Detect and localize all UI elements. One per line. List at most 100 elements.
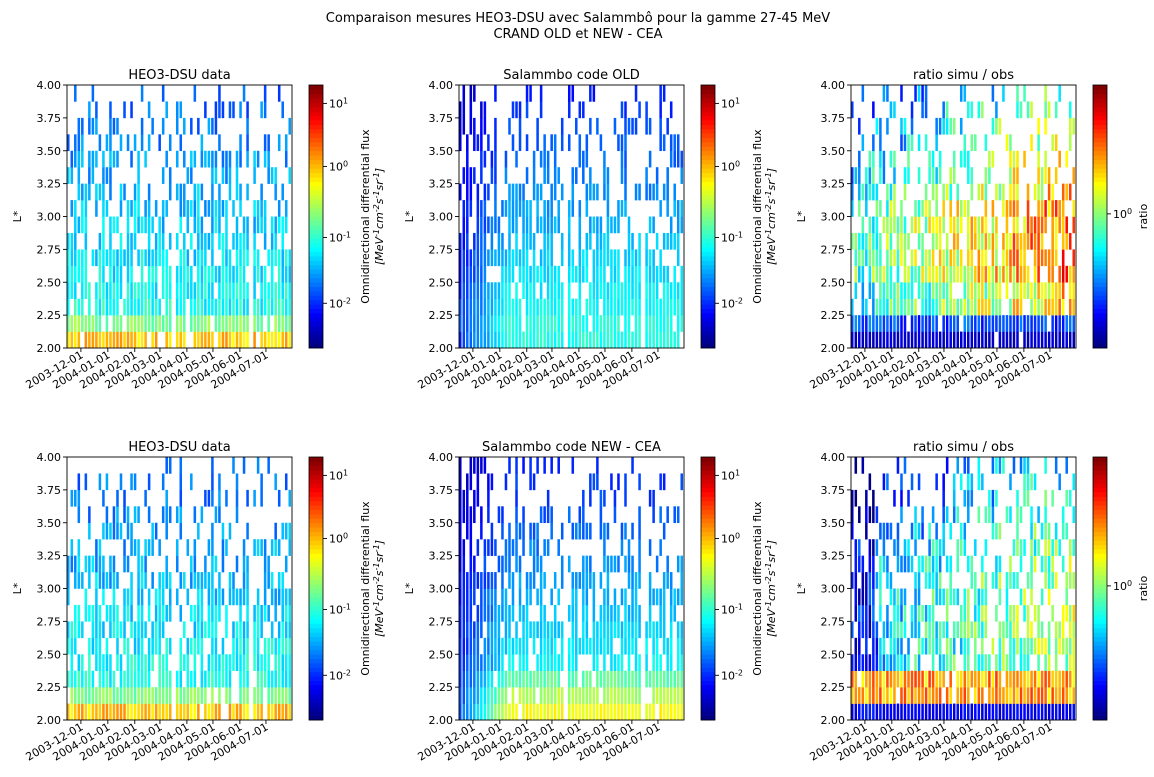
heatmap-cell: [200, 637, 204, 655]
heatmap-cell: [645, 331, 648, 349]
heatmap-cell: [872, 183, 875, 201]
heatmap-cell: [589, 572, 592, 589]
heatmap-cell: [260, 183, 263, 201]
heatmap-cell: [207, 654, 211, 671]
colorbar-segment: [1093, 698, 1107, 703]
heatmap-cell: [865, 200, 868, 217]
heatmap-cell: [147, 473, 151, 491]
heatmap-cell: [1030, 282, 1033, 299]
colorbar-segment: [309, 159, 323, 165]
heatmap-cell: [522, 522, 525, 540]
colorbar-segment: [701, 636, 715, 642]
heatmap-cell: [550, 298, 553, 316]
colorbar-segment: [1093, 592, 1107, 598]
heatmap-cell: [984, 232, 988, 250]
heatmap-cell: [218, 703, 221, 721]
heatmap-cell: [270, 249, 274, 267]
heatmap-cell: [560, 687, 564, 704]
heatmap-cell: [539, 101, 543, 119]
heatmap-cell: [942, 588, 945, 606]
heatmap-cell: [74, 232, 77, 250]
heatmap-cell: [522, 200, 525, 217]
heatmap-cell: [263, 298, 267, 316]
heatmap-cell: [627, 670, 631, 688]
heatmap-cell: [476, 249, 480, 267]
heatmap-cell: [624, 703, 627, 721]
colorbar-segment: [1093, 98, 1107, 103]
heatmap-cell: [875, 506, 879, 524]
heatmap-cell: [532, 183, 536, 201]
colorbar-segment: [309, 632, 323, 638]
heatmap-cell: [669, 670, 673, 688]
heatmap-cell: [211, 654, 214, 671]
heatmap-cell: [102, 572, 105, 589]
heatmap-cell: [536, 555, 539, 573]
heatmap-cell: [931, 216, 935, 234]
colorbar-segment: [701, 461, 715, 467]
heatmap-cell: [74, 265, 77, 283]
heatmap-cell: [882, 637, 886, 655]
colorbar-label-line1: Omnidirectional differential flux: [751, 129, 764, 304]
heatmap-cell: [95, 637, 98, 655]
heatmap-cell: [211, 150, 214, 168]
heatmap-cell: [603, 687, 606, 704]
colorbar-segment: [309, 496, 323, 502]
heatmap-cell: [126, 265, 130, 283]
heatmap-cell: [242, 621, 246, 639]
heatmap-cell: [851, 489, 854, 507]
heatmap-cell: [1040, 670, 1044, 688]
heatmap-cell: [917, 265, 921, 283]
y-tick-label: 3.50: [429, 517, 454, 530]
y-tick-label: 4.00: [37, 79, 62, 92]
heatmap-cell: [896, 331, 900, 349]
heatmap-cell: [624, 522, 627, 540]
colorbar-segment: [309, 706, 323, 712]
heatmap-cell: [190, 604, 193, 622]
heatmap-cell: [147, 298, 151, 316]
heatmap-cell: [84, 687, 88, 704]
heatmap-cell: [645, 670, 648, 688]
heatmap-cell: [557, 265, 560, 283]
heatmap-cell: [1051, 687, 1054, 704]
colorbar-segment: [701, 141, 715, 147]
heatmap-cell: [872, 670, 875, 688]
heatmap-cell: [274, 637, 277, 655]
heatmap-cell: [151, 687, 154, 704]
heatmap-cell: [1012, 703, 1016, 721]
heatmap-cell: [179, 315, 183, 332]
colorbar-tick-label: 101: [721, 96, 740, 110]
heatmap-cell: [620, 282, 624, 299]
heatmap-cell: [624, 282, 627, 299]
heatmap-cell: [610, 637, 613, 655]
heatmap-cell: [627, 539, 631, 556]
heatmap-cell: [168, 506, 172, 524]
heatmap-cell: [575, 522, 578, 540]
heatmap-cell: [557, 621, 560, 639]
heatmap-cell: [179, 134, 183, 152]
colorbar-label: Omnidirectional differential flux [MeV-1c…: [359, 501, 386, 676]
colorbar-segment: [309, 465, 323, 471]
heatmap-cell: [606, 637, 610, 655]
heatmap-cell: [1016, 637, 1019, 655]
heatmap-cell: [882, 282, 886, 299]
heatmap-cell: [991, 265, 995, 283]
heatmap-cell: [242, 457, 246, 474]
heatmap-cell: [459, 522, 462, 540]
heatmap-cell: [851, 654, 854, 671]
heatmap-cell: [267, 298, 270, 316]
heatmap-cell: [204, 298, 207, 316]
heatmap-cell: [659, 315, 662, 332]
heatmap-cell: [924, 621, 928, 639]
heatmap-cell: [494, 298, 497, 316]
heatmap-cell: [130, 249, 133, 267]
heatmap-cell: [511, 654, 515, 671]
heatmap-cell: [211, 298, 214, 316]
heatmap-cell: [974, 670, 977, 688]
colorbar-segment: [701, 680, 715, 686]
heatmap-cell: [543, 167, 546, 184]
heatmap-cell: [931, 167, 935, 184]
colorbar-segment: [701, 676, 715, 681]
heatmap-cell: [959, 687, 963, 704]
heatmap-cell: [631, 232, 634, 250]
heatmap-cell: [1016, 506, 1019, 524]
